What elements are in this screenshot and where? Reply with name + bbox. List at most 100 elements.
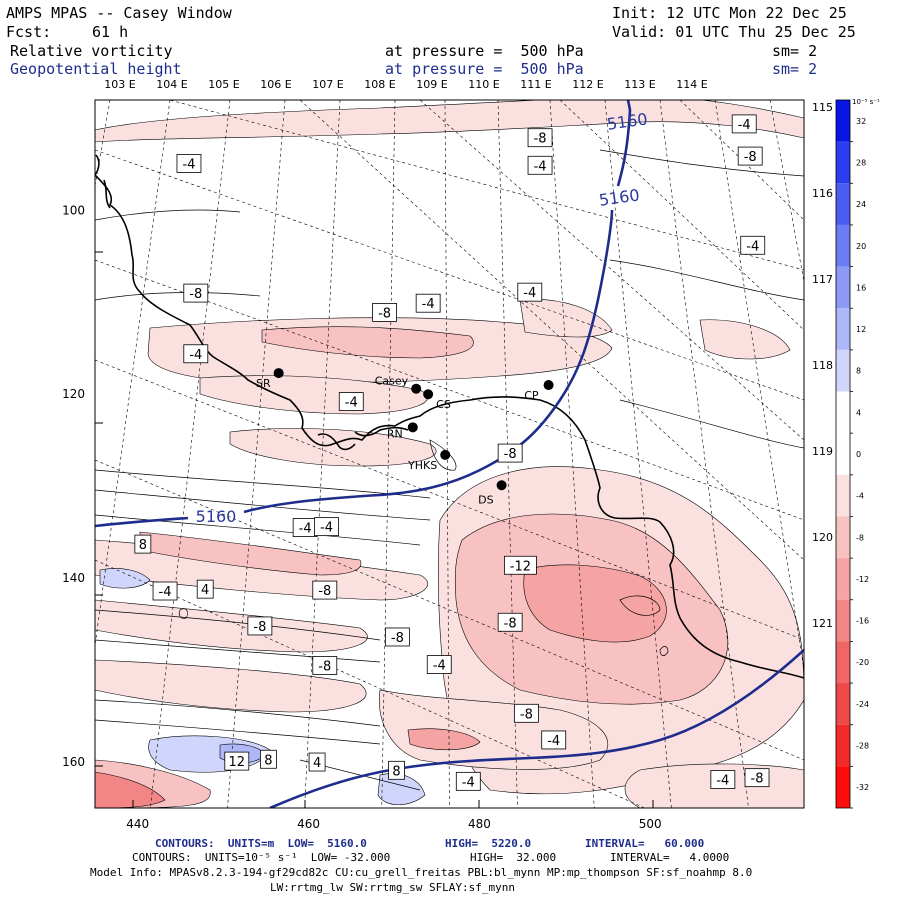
valid-time: Valid: 01 UTC Thu 25 Dec 25 (612, 23, 856, 41)
contour-label: -8 (378, 306, 391, 321)
colorbar-tick-label: 24 (856, 200, 866, 209)
vorticity-contour-info-interval: INTERVAL= 4.0000 (610, 851, 730, 864)
y-tick-label: 140 (62, 571, 85, 585)
longitude-label-bg (810, 616, 836, 630)
contour-label-box (338, 392, 364, 411)
longitude-label: 104 E (156, 78, 187, 91)
contour-label-box (737, 146, 763, 166)
y-tick-label: 100 (62, 203, 85, 217)
colorbar-tick-label: 12 (856, 325, 866, 334)
longitude-label-bg (810, 100, 836, 114)
contour-label: 4 (313, 756, 321, 771)
colorbar-tick-label: -32 (856, 783, 869, 792)
contour-label: -4 (534, 159, 547, 174)
vorticity-contour-lines (95, 149, 804, 791)
colorbar-tick-label: -28 (856, 742, 869, 751)
contour-label-box (426, 655, 452, 674)
colorbar-swatch (836, 266, 850, 309)
colorbar-frame (835, 99, 851, 809)
contour-label: 12 (229, 755, 246, 770)
longitude-label: 109 E (416, 78, 447, 91)
contour-label: -8 (253, 620, 266, 635)
contour-label-box (740, 235, 766, 255)
colorbar-swatch (836, 224, 850, 267)
contour-label: -8 (318, 659, 331, 674)
contour-label-box (308, 752, 326, 772)
contour-label: -12 (510, 559, 531, 574)
x-tick-label: 460 (297, 817, 320, 831)
colorbar-swatch (836, 641, 850, 684)
colorbar-tick-label: -4 (856, 492, 864, 501)
init-time: Init: 12 UTC Mon 22 Dec 25 (612, 4, 847, 22)
contour-label: -8 (504, 447, 517, 462)
contour-label-box (372, 302, 397, 322)
height-contour-label: 5160 (196, 507, 237, 526)
station-markers: SR Casey CS RN YHKS CP DS (256, 368, 554, 506)
contour-label: -4 (189, 348, 202, 363)
station-label: CP (524, 389, 539, 402)
latlon-grid (95, 100, 804, 808)
contour-label: 8 (392, 764, 400, 779)
contour-label: -8 (391, 631, 404, 646)
contour-label: -4 (716, 773, 729, 788)
contour-label-box (455, 771, 481, 791)
colorbar-tick-label: 8 (856, 367, 861, 376)
contour-label-box (176, 154, 202, 173)
contour-label-box (710, 770, 736, 789)
vorticity-contour-labels: -8-4-4-4-8-4-8-8-4-4-4-4-8-4 -48-12-4 4 -8-… (134, 114, 770, 791)
contour-label-box (314, 517, 339, 537)
forecast-value: 61 h (92, 23, 129, 41)
longitude-label: 111 E (520, 78, 551, 91)
contour-label-box (513, 703, 539, 723)
contour-label-box (415, 293, 441, 313)
colorbar-tick-label: -24 (856, 700, 869, 709)
field2-name: Geopotential height (10, 60, 182, 78)
longitude-label-bg (810, 530, 836, 544)
contour-label-box (384, 627, 410, 647)
colorbar-swatch (836, 308, 850, 350)
field1-level: at pressure = 500 hPa (385, 42, 584, 60)
contour-label-box (497, 612, 523, 632)
contour-label-box (527, 128, 553, 148)
colorbar-swatch (836, 349, 850, 392)
y-axis-tick-labels: 100 120 140 160 (62, 203, 85, 769)
longitude-label: 114 E (676, 78, 707, 91)
colorbar-tick-label: 16 (856, 283, 866, 292)
station-label: DS (478, 493, 493, 506)
x-tick-label: 440 (126, 817, 149, 831)
contour-label: -4 (182, 157, 195, 172)
station-marker (440, 449, 451, 460)
station-marker (543, 380, 554, 391)
contour-label: -8 (534, 132, 547, 147)
colorbar-tick-label: 28 (856, 158, 866, 167)
station-marker (407, 422, 418, 433)
colorbar-tick-label: 4 (856, 408, 861, 417)
colorbar-swatch (836, 391, 850, 434)
contour-label-box (183, 344, 209, 364)
station-marker (496, 480, 507, 491)
contour-label: -4 (462, 775, 475, 790)
contour-label: -8 (744, 150, 757, 165)
contour-label-box (527, 155, 553, 175)
colorbar-swatch (836, 474, 850, 517)
axis-ticks (95, 251, 654, 808)
contour-label-box (517, 282, 543, 302)
station-marker (411, 383, 422, 394)
contour-label: -4 (547, 734, 560, 749)
longitude-label-bg (810, 358, 836, 372)
height-contour-info-units: CONTOURS: UNITS=m LOW= 5160.0 (155, 837, 367, 850)
longitude-label: 103 E (104, 78, 135, 91)
contour-label-box (541, 730, 567, 750)
contour-label-box (247, 616, 273, 636)
colorbar-swatch (836, 766, 850, 808)
colorbar: 32 28 24 20 16 12 8 4 0 -4 -8 -12 -16 -20 -24 -28 -32 10⁻… (835, 98, 880, 809)
vorticity-contour-info-units: CONTOURS: UNITS=10⁻⁵ s⁻¹ LOW= -32.000 (132, 851, 391, 864)
colorbar-swatch (836, 724, 850, 767)
height-contour-info-interval: INTERVAL= 60.000 (585, 837, 705, 850)
station-label: RN (387, 427, 403, 440)
x-axis-tick-labels: 440 460 480 500 (126, 817, 661, 831)
contour-label: -4 (738, 118, 751, 133)
longitude-label: 110 E (468, 78, 499, 91)
colorbar-swatch (836, 558, 850, 600)
contour-label-box (744, 768, 770, 788)
